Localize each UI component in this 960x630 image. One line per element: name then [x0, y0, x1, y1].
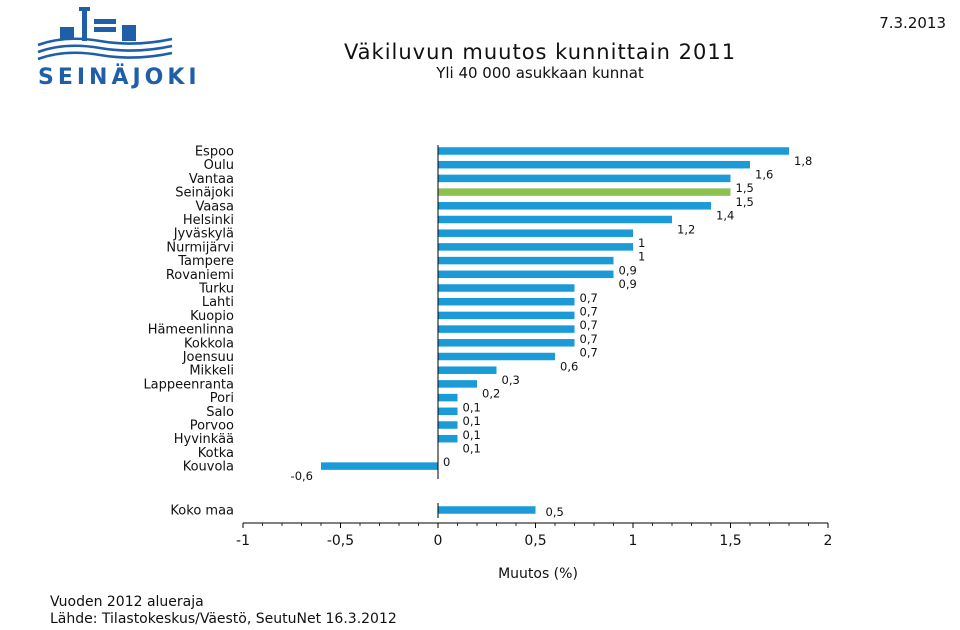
bar	[438, 407, 458, 416]
x-tick-label: -1	[236, 533, 250, 549]
category-labels: EspooOuluVantaaSeinäjokiVaasaHelsinkiJyv…	[143, 145, 234, 519]
category-label: Vantaa	[189, 172, 234, 187]
bar	[438, 215, 672, 224]
bar	[438, 366, 497, 374]
bar	[438, 256, 614, 265]
value-label: -0,6	[291, 469, 313, 483]
value-label: 0,1	[463, 414, 481, 428]
footnote-source: Lähde: Tilastokeskus/Väestö, SeutuNet 16…	[50, 611, 397, 627]
value-label: 0,3	[502, 373, 520, 387]
value-label: 0,1	[463, 441, 481, 455]
value-label: 0,6	[560, 359, 578, 373]
report-date: 7.3.2013	[879, 14, 946, 32]
x-axis-label: Muutos (%)	[498, 566, 578, 582]
footnote-boundary: Vuoden 2012 alueraja	[50, 594, 204, 610]
value-label: 0	[443, 455, 450, 469]
category-label: Rovaniemi	[166, 268, 234, 283]
logo-wordmark: SEINÄJOKI	[38, 65, 201, 90]
bar	[321, 462, 438, 470]
value-label: 1,5	[736, 181, 754, 195]
bar	[438, 174, 731, 183]
bar	[438, 297, 575, 306]
category-label: Jyväskylä	[173, 227, 234, 242]
x-tick-label: -0,5	[327, 533, 354, 549]
value-label: 0,7	[580, 332, 598, 346]
value-label: 0,1	[463, 428, 481, 442]
bar	[438, 229, 633, 237]
value-label: 1	[638, 250, 645, 264]
value-label: 0,2	[482, 387, 500, 401]
seinajoki-logo	[37, 7, 173, 61]
bar	[438, 434, 458, 443]
bar	[438, 393, 458, 402]
value-label: 1,6	[755, 167, 773, 181]
bar	[438, 380, 477, 388]
bar	[438, 202, 711, 210]
x-tick-label: 1	[629, 533, 638, 549]
value-label: 1,5	[736, 195, 754, 209]
category-label: Helsinki	[183, 213, 234, 228]
category-label: Hyvinkää	[174, 432, 234, 447]
bars	[321, 147, 789, 514]
value-label: 1,8	[794, 154, 812, 168]
category-label: Oulu	[204, 158, 234, 173]
bar	[438, 188, 731, 196]
bar	[438, 284, 575, 292]
bar	[438, 270, 614, 279]
value-label: 0,9	[619, 263, 637, 277]
value-label: 0,1	[463, 400, 481, 414]
category-label: Seinäjoki	[175, 186, 234, 201]
category-label: Espoo	[195, 145, 234, 160]
total-value-label: 0,5	[546, 505, 564, 519]
chart-title: Väkiluvun muutos kunnittain 2011	[343, 40, 737, 64]
category-label: Lahti	[202, 295, 234, 310]
value-labels: 1,81,61,51,51,41,2110,90,90,70,70,70,70,…	[291, 154, 813, 519]
category-label: Kouvola	[183, 460, 234, 475]
x-tick-label: 1,5	[719, 533, 741, 549]
bar	[438, 325, 575, 333]
category-label: Joensuu	[182, 350, 234, 365]
category-label: Kotka	[198, 446, 234, 461]
bar	[438, 421, 458, 429]
category-label: Porvoo	[190, 419, 234, 434]
category-label: Hämeenlinna	[148, 323, 234, 338]
category-label: Mikkeli	[189, 364, 234, 379]
bar	[438, 147, 789, 155]
bar	[438, 160, 750, 169]
value-label: 0,7	[580, 318, 598, 332]
value-label: 1,4	[716, 209, 734, 223]
value-label: 0,7	[580, 304, 598, 318]
category-label: Lappeenranta	[143, 377, 234, 392]
category-label: Kuopio	[190, 309, 234, 324]
category-label: Vaasa	[195, 199, 234, 214]
category-label: Salo	[206, 405, 234, 420]
category-label: Pori	[210, 391, 234, 406]
category-label: Nurmijärvi	[166, 240, 234, 255]
value-label: 0,7	[580, 346, 598, 360]
value-label: 1	[638, 236, 645, 250]
bar	[438, 311, 575, 320]
x-tick-label: 0,5	[524, 533, 546, 549]
value-label: 1,2	[677, 222, 695, 236]
x-tick-label: 2	[824, 533, 833, 549]
value-label: 0,7	[580, 291, 598, 305]
total-bar	[438, 506, 536, 514]
chart-subtitle: Yli 40 000 asukkaan kunnat	[436, 64, 644, 82]
category-label: Tampere	[177, 254, 234, 269]
x-axis: -1 -0,5 0 0,5 1 1,5 2	[236, 145, 832, 549]
bar	[438, 352, 555, 361]
value-label: 0,9	[619, 277, 637, 291]
category-label: Kokkola	[184, 336, 234, 351]
x-tick-label: 0	[434, 533, 443, 549]
bar	[438, 339, 575, 347]
bar	[438, 243, 633, 251]
category-label: Turku	[198, 282, 234, 297]
total-category-label: Koko maa	[170, 504, 234, 519]
